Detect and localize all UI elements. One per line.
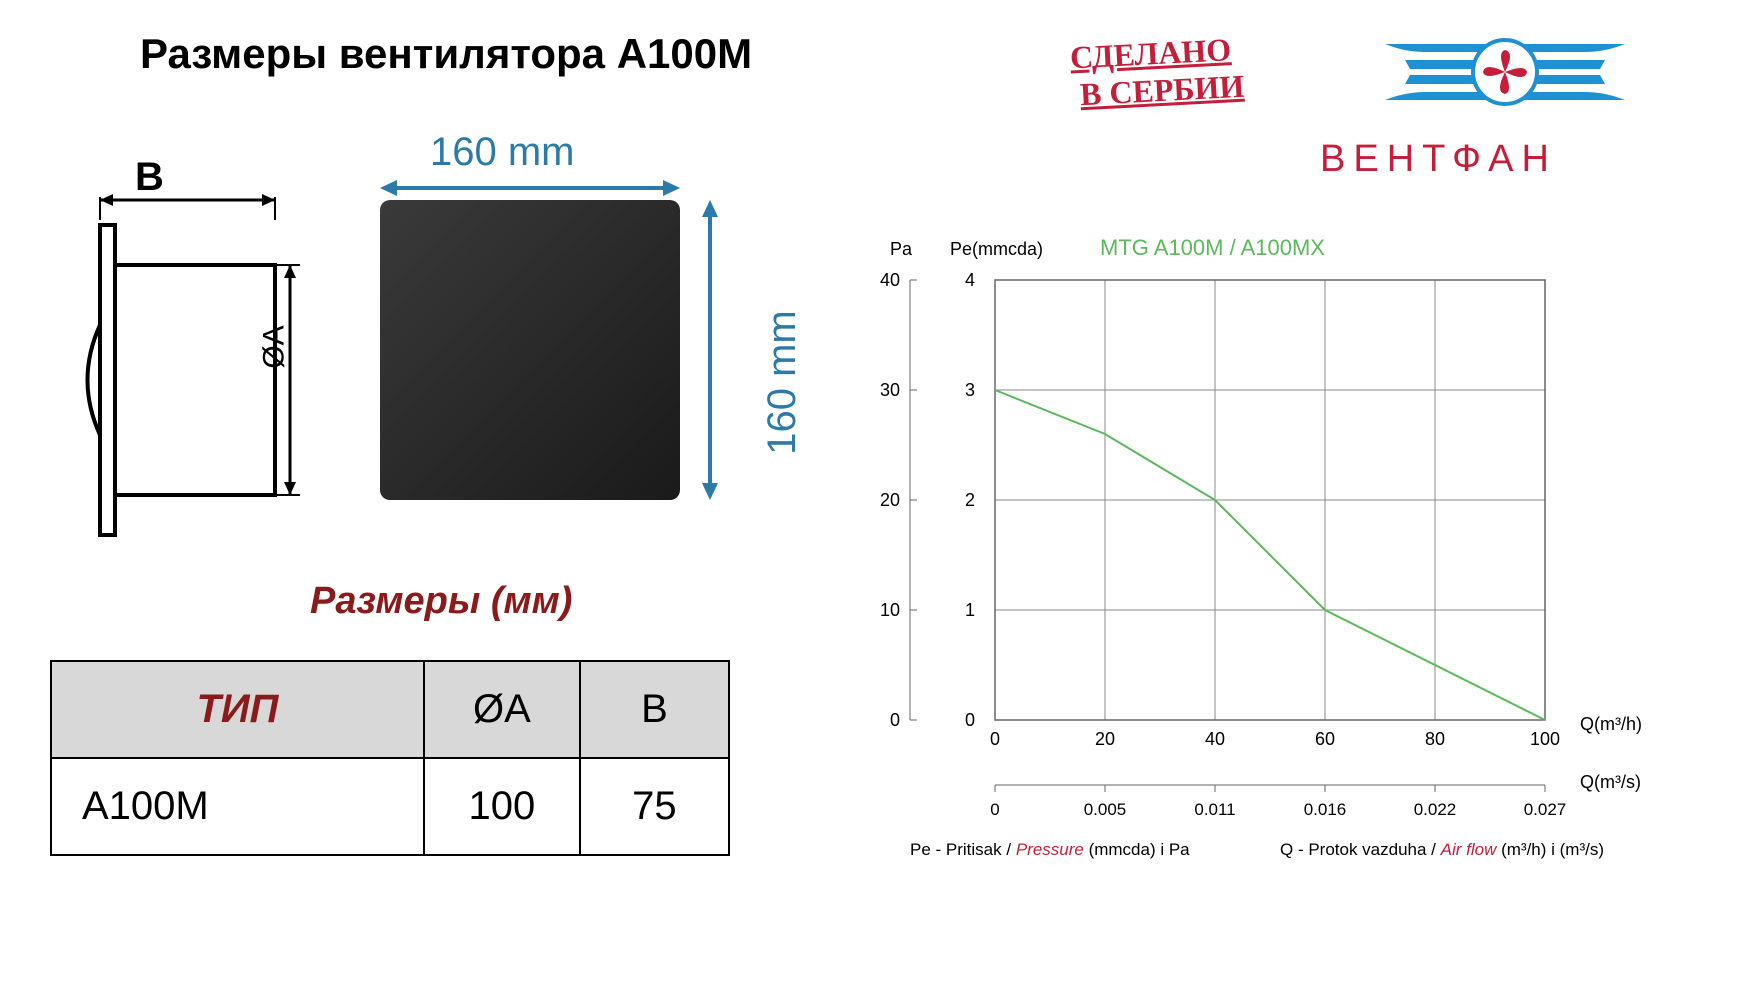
x2-tick: 0.022	[1414, 800, 1457, 819]
height-arrow	[700, 195, 720, 505]
y1-tick: 30	[880, 380, 900, 400]
x1-tick: 0	[990, 729, 1000, 749]
y2-tick: 0	[965, 710, 975, 730]
cell-type: A100M	[51, 758, 424, 855]
brand-logo: ВЕНТФАН	[1320, 30, 1690, 181]
y2-tick: 4	[965, 270, 975, 290]
x2-tick: 0.005	[1084, 800, 1127, 819]
header-depth: B	[580, 661, 729, 758]
y1-tick: 20	[880, 490, 900, 510]
cell-depth: 75	[580, 758, 729, 855]
y1-tick: 0	[890, 710, 900, 730]
label-phi-a: ØA	[258, 325, 292, 368]
brand-name: ВЕНТФАН	[1320, 138, 1690, 181]
y2-tick: 3	[965, 380, 975, 400]
header-diameter: ØA	[424, 661, 580, 758]
x1-tick: 60	[1315, 729, 1335, 749]
y2-axis-label: Pe(mmcda)	[950, 239, 1043, 259]
product-front-view	[380, 200, 680, 500]
pressure-flow-chart: Pa Pe(mmcda) MTG A100M / A100MX 40 30 20…	[840, 230, 1660, 915]
table-header-row: ТИП ØA B	[51, 661, 729, 758]
table-title: Размеры (мм)	[310, 580, 572, 623]
legend-q: Q - Protok vazduha / Air flow (m³/h) i (…	[1280, 840, 1604, 859]
x2-tick: 0.016	[1304, 800, 1347, 819]
made-in-line2: В СЕРБИИ	[1079, 68, 1245, 114]
x1-axis-label: Q(m³/h)	[1580, 714, 1642, 734]
x1-tick: 100	[1530, 729, 1560, 749]
x2-axis-label: Q(m³/s)	[1580, 772, 1641, 792]
cell-diameter: 100	[424, 758, 580, 855]
y1-axis-label: Pa	[890, 239, 913, 259]
dimensions-table: ТИП ØA B A100M 100 75	[50, 660, 730, 856]
x2-tick: 0.027	[1524, 800, 1567, 819]
chart-curve	[995, 390, 1545, 720]
logo-icon	[1320, 30, 1690, 125]
x2-tick: 0	[990, 800, 999, 819]
height-label: 160 mm	[760, 310, 805, 455]
made-in-stamp: СДЕЛАНО В СЕРБИИ	[1070, 35, 1244, 109]
width-label: 160 mm	[430, 130, 575, 175]
legend-pe: Pe - Pritisak / Pressure (mmcda) i Pa	[910, 840, 1190, 859]
x1-tick: 40	[1205, 729, 1225, 749]
chart-title: MTG A100M / A100MX	[1100, 235, 1325, 260]
x2-tick: 0.011	[1194, 800, 1235, 819]
width-arrow	[375, 178, 685, 198]
x1-tick: 80	[1425, 729, 1445, 749]
x1-tick: 20	[1095, 729, 1115, 749]
y2-tick: 2	[965, 490, 975, 510]
header-type: ТИП	[51, 661, 424, 758]
y1-tick: 10	[880, 600, 900, 620]
y1-tick: 40	[880, 270, 900, 290]
table-row: A100M 100 75	[51, 758, 729, 855]
y2-tick: 1	[965, 600, 975, 620]
page-title: Размеры вентилятора А100М	[140, 30, 752, 78]
